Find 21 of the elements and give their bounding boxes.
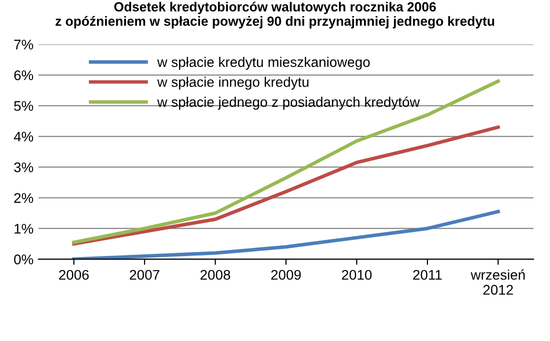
- y-tick-label: 3%: [14, 162, 34, 172]
- x-tick-label: 2007: [130, 270, 160, 280]
- x-tick-label: wrzesień 2012: [470, 269, 525, 295]
- x-tick-label: 2008: [200, 270, 230, 280]
- x-tick-label: 2011: [413, 270, 442, 280]
- y-tick-label: 6%: [14, 70, 34, 80]
- y-tick-label: 2%: [14, 193, 34, 203]
- x-tick-label: 2006: [59, 270, 89, 280]
- chart-title: Odsetek kredytobiorców walutowych rocznika 2006 z opóźnieniem w spłacie powyżej 90 dni przynajmniej jednego kredytu: [56, 2, 494, 29]
- y-tick-label: 1%: [14, 224, 34, 234]
- x-tick-label: 2009: [271, 270, 301, 280]
- legend-label: w spłacie jednego z posiadanych kredytów: [157, 96, 420, 110]
- y-tick-label: 7%: [14, 40, 34, 50]
- legend-label: w spłacie innego kredytu: [157, 76, 308, 90]
- y-tick-label: 4%: [14, 132, 34, 142]
- line-series: [72, 210, 500, 260]
- legend-label: w spłacie kredytu mieszkaniowego: [157, 56, 370, 70]
- x-tick-label: 2010: [342, 270, 372, 280]
- y-tick-label: 0%: [14, 254, 34, 264]
- y-tick-label: 5%: [14, 101, 34, 111]
- line-series: [72, 125, 500, 246]
